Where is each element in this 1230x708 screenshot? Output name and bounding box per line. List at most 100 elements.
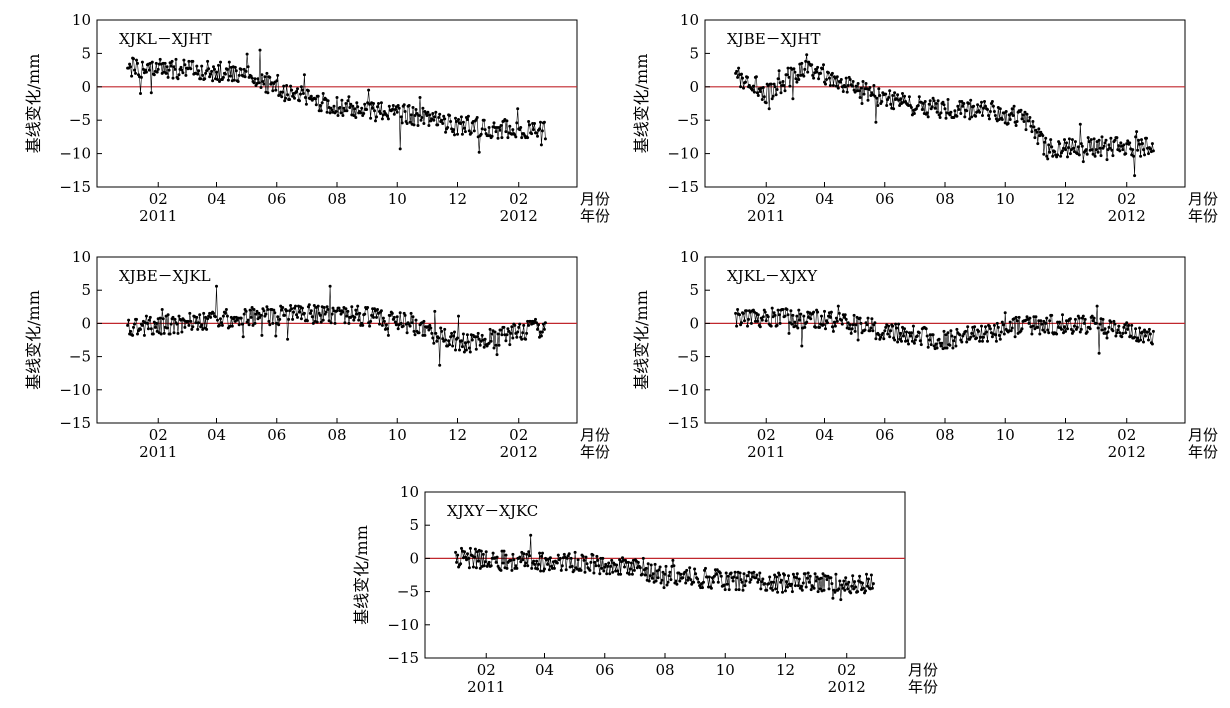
data-point bbox=[609, 564, 613, 568]
x-tick-label: 08 bbox=[327, 190, 346, 208]
data-point bbox=[582, 558, 586, 562]
data-point bbox=[583, 570, 587, 574]
data-point bbox=[252, 308, 256, 311]
data-point bbox=[408, 324, 412, 328]
data-point bbox=[874, 120, 878, 124]
y-axis-label: 基线变化/mm bbox=[632, 54, 651, 154]
data-point bbox=[994, 339, 998, 343]
data-point bbox=[987, 324, 991, 328]
data-point bbox=[213, 67, 216, 71]
data-point bbox=[889, 329, 893, 333]
data-point bbox=[276, 315, 280, 319]
y-axis-label: 基线变化/mm bbox=[24, 54, 43, 154]
data-point bbox=[794, 324, 798, 328]
data-point bbox=[319, 109, 323, 113]
data-point bbox=[955, 114, 959, 118]
data-point bbox=[419, 118, 423, 122]
data-point bbox=[592, 571, 596, 575]
data-point bbox=[746, 574, 750, 578]
data-point bbox=[463, 550, 466, 554]
data-point bbox=[526, 564, 530, 568]
data-point bbox=[640, 572, 644, 576]
data-points bbox=[734, 53, 1155, 178]
data-point bbox=[1079, 327, 1083, 331]
data-point bbox=[756, 94, 760, 97]
data-point bbox=[542, 120, 546, 124]
data-point bbox=[129, 329, 133, 333]
data-point bbox=[810, 63, 814, 67]
data-point bbox=[436, 123, 440, 127]
data-point bbox=[480, 333, 484, 337]
data-point bbox=[155, 70, 159, 74]
data-point bbox=[1118, 331, 1122, 335]
y-tick-label: −10 bbox=[387, 616, 419, 634]
data-point bbox=[1048, 150, 1052, 154]
data-point bbox=[596, 558, 600, 562]
data-point bbox=[939, 344, 943, 348]
data-point bbox=[159, 332, 163, 336]
data-point bbox=[858, 574, 862, 578]
data-point bbox=[752, 570, 756, 574]
data-point bbox=[1067, 137, 1071, 141]
data-point bbox=[1094, 321, 1098, 325]
data-point bbox=[373, 109, 376, 113]
data-point bbox=[496, 332, 500, 336]
data-point bbox=[1133, 174, 1137, 178]
data-point bbox=[783, 89, 787, 93]
data-point bbox=[771, 94, 775, 98]
y-tick-label: −15 bbox=[387, 649, 419, 667]
data-point bbox=[412, 123, 416, 127]
data-point bbox=[715, 568, 719, 572]
data-point bbox=[306, 89, 310, 93]
data-point bbox=[194, 321, 198, 325]
data-point bbox=[986, 339, 989, 343]
y-tick-label: 5 bbox=[689, 281, 699, 299]
data-point bbox=[508, 343, 512, 347]
data-point bbox=[774, 93, 778, 97]
data-point bbox=[262, 309, 266, 313]
data-point bbox=[1020, 327, 1024, 331]
data-point bbox=[889, 102, 893, 106]
data-point bbox=[967, 102, 971, 105]
data-point bbox=[216, 318, 219, 322]
data-point bbox=[200, 323, 204, 327]
data-point bbox=[647, 579, 651, 583]
data-point bbox=[311, 321, 315, 325]
data-point bbox=[1090, 314, 1094, 318]
data-point bbox=[132, 325, 135, 329]
data-point bbox=[805, 576, 809, 580]
data-point bbox=[909, 106, 913, 109]
data-point bbox=[796, 584, 800, 588]
data-point bbox=[723, 588, 727, 592]
data-point bbox=[318, 104, 322, 107]
y-tick-label: 10 bbox=[400, 483, 419, 501]
data-point bbox=[877, 333, 881, 337]
data-point bbox=[1147, 338, 1150, 342]
data-point bbox=[218, 80, 221, 83]
data-point bbox=[983, 332, 986, 336]
data-point bbox=[169, 64, 173, 68]
x-tick-label: 08 bbox=[935, 190, 954, 208]
data-point bbox=[334, 110, 338, 113]
data-point bbox=[799, 584, 803, 588]
data-point bbox=[430, 331, 434, 335]
data-point bbox=[821, 572, 825, 576]
data-point bbox=[136, 332, 139, 336]
data-point bbox=[249, 315, 253, 319]
data-point bbox=[437, 336, 441, 340]
data-point bbox=[838, 579, 842, 583]
data-point bbox=[144, 70, 148, 74]
y-tick-label: 5 bbox=[409, 516, 419, 534]
data-point bbox=[321, 92, 325, 95]
data-point bbox=[408, 120, 412, 124]
data-point bbox=[992, 110, 996, 113]
data-point bbox=[758, 325, 762, 329]
data-point bbox=[432, 118, 436, 122]
x-tick-label: 10 bbox=[996, 190, 1015, 208]
data-point bbox=[802, 314, 806, 318]
x-tick-label: 02 bbox=[149, 190, 168, 208]
data-point bbox=[662, 586, 666, 590]
data-point bbox=[827, 76, 831, 80]
data-point bbox=[591, 553, 595, 557]
data-point bbox=[246, 318, 250, 322]
